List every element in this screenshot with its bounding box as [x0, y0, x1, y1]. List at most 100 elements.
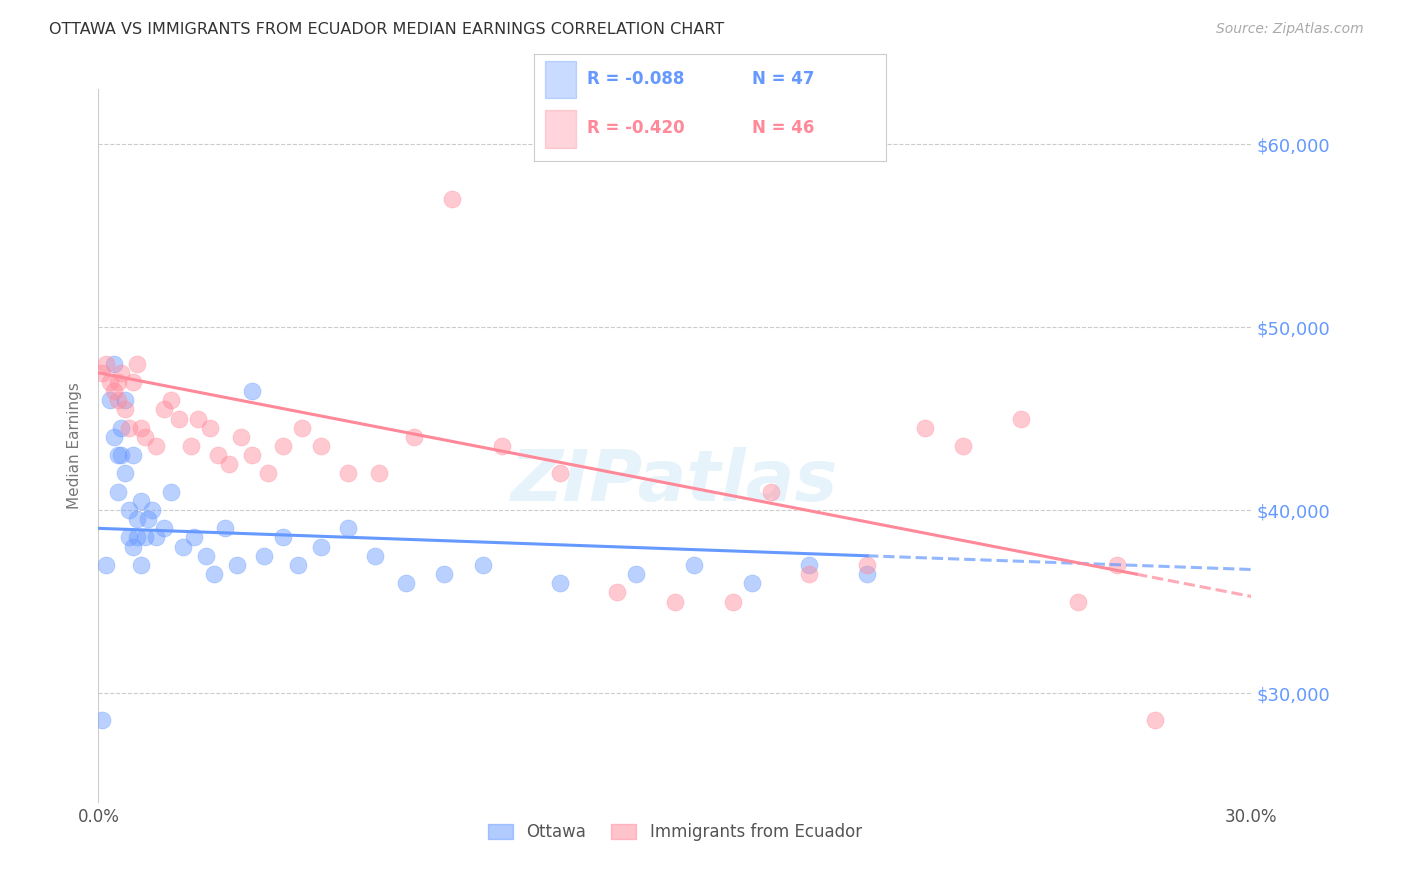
Point	[271, 531, 294, 545]
Point	[103, 384, 125, 398]
Point	[337, 521, 360, 535]
Point	[114, 402, 136, 417]
Point	[856, 567, 879, 582]
Point	[368, 467, 391, 481]
Point	[195, 549, 218, 563]
Point	[107, 484, 129, 499]
Point	[225, 558, 247, 572]
Point	[103, 430, 125, 444]
Point	[145, 439, 167, 453]
Point	[138, 512, 160, 526]
Point	[129, 420, 152, 434]
Point	[229, 430, 252, 444]
Text: Source: ZipAtlas.com: Source: ZipAtlas.com	[1216, 22, 1364, 37]
Point	[721, 594, 744, 608]
Point	[311, 540, 333, 554]
Point	[606, 585, 628, 599]
Point	[160, 484, 183, 499]
Point	[125, 512, 148, 526]
Point	[1144, 714, 1167, 728]
Point	[1067, 594, 1090, 608]
Point	[110, 420, 132, 434]
Point	[271, 439, 294, 453]
Point	[122, 375, 145, 389]
Point	[91, 366, 114, 380]
Point	[180, 439, 202, 453]
Point	[856, 558, 879, 572]
Point	[548, 467, 571, 481]
Point	[110, 366, 132, 380]
Point	[253, 549, 276, 563]
Point	[240, 384, 263, 398]
Point	[214, 521, 236, 535]
Point	[311, 439, 333, 453]
Point	[287, 558, 309, 572]
Point	[141, 503, 163, 517]
Text: ZIPatlas: ZIPatlas	[512, 447, 838, 516]
Point	[118, 420, 141, 434]
Point	[129, 494, 152, 508]
Text: R = -0.088: R = -0.088	[588, 70, 685, 88]
Point	[160, 393, 183, 408]
Point	[107, 393, 129, 408]
Point	[364, 549, 387, 563]
Point	[114, 393, 136, 408]
Point	[183, 531, 205, 545]
Point	[125, 357, 148, 371]
Point	[145, 531, 167, 545]
Point	[291, 420, 314, 434]
Point	[198, 420, 221, 434]
Point	[187, 411, 209, 425]
Point	[683, 558, 706, 572]
Point	[471, 558, 494, 572]
Y-axis label: Median Earnings: Median Earnings	[67, 383, 83, 509]
Point	[337, 467, 360, 481]
Point	[134, 430, 156, 444]
Point	[172, 540, 194, 554]
Text: N = 47: N = 47	[752, 70, 814, 88]
Text: N = 46: N = 46	[752, 120, 814, 137]
Point	[914, 420, 936, 434]
Point	[125, 531, 148, 545]
Point	[167, 411, 190, 425]
Point	[122, 540, 145, 554]
Text: R = -0.420: R = -0.420	[588, 120, 685, 137]
Point	[664, 594, 686, 608]
Point	[207, 448, 229, 462]
Point	[759, 484, 782, 499]
Point	[152, 521, 174, 535]
Point	[91, 714, 114, 728]
Point	[491, 439, 513, 453]
Point	[548, 576, 571, 591]
Legend: Ottawa, Immigrants from Ecuador: Ottawa, Immigrants from Ecuador	[481, 817, 869, 848]
Point	[440, 192, 463, 206]
Point	[799, 558, 821, 572]
Point	[218, 458, 240, 472]
Point	[134, 531, 156, 545]
Point	[107, 375, 129, 389]
Point	[118, 503, 141, 517]
Point	[114, 467, 136, 481]
Point	[240, 448, 263, 462]
Point	[402, 430, 425, 444]
Point	[626, 567, 648, 582]
Point	[94, 357, 117, 371]
Point	[433, 567, 456, 582]
Point	[152, 402, 174, 417]
Point	[122, 448, 145, 462]
Point	[799, 567, 821, 582]
Point	[94, 558, 117, 572]
Point	[202, 567, 225, 582]
Point	[98, 393, 121, 408]
Point	[98, 375, 121, 389]
Point	[1105, 558, 1128, 572]
Point	[129, 558, 152, 572]
Text: OTTAWA VS IMMIGRANTS FROM ECUADOR MEDIAN EARNINGS CORRELATION CHART: OTTAWA VS IMMIGRANTS FROM ECUADOR MEDIAN…	[49, 22, 724, 37]
Point	[1010, 411, 1032, 425]
Point	[741, 576, 763, 591]
Point	[103, 357, 125, 371]
Point	[256, 467, 278, 481]
FancyBboxPatch shape	[544, 111, 576, 148]
FancyBboxPatch shape	[544, 61, 576, 98]
Point	[395, 576, 418, 591]
